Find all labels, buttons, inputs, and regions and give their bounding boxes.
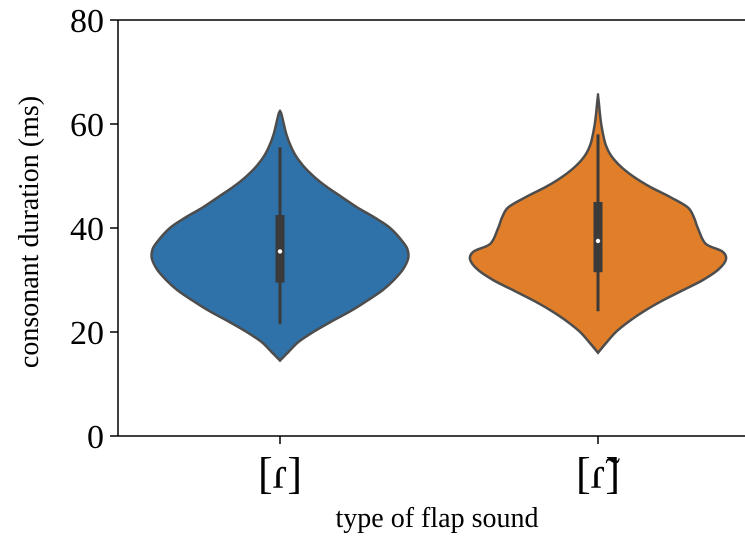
- x-ticks: [ɾ] [ɾ̃]: [258, 436, 620, 498]
- violin-median: [277, 249, 283, 254]
- x-axis-title: type of flap sound: [336, 503, 539, 534]
- x-category-label: [ɾ]: [258, 449, 302, 498]
- y-tick-label: 0: [87, 419, 104, 456]
- y-tick-label: 20: [70, 315, 104, 352]
- y-tick-label: 60: [70, 107, 104, 144]
- violin-iqr-box: [593, 202, 603, 273]
- y-ticks: 0 20 40 60 80: [70, 3, 118, 456]
- x-category-label: [ɾ̃]: [576, 449, 620, 498]
- violin-median: [595, 238, 601, 244]
- y-tick-label: 80: [70, 3, 104, 40]
- y-tick-label: 40: [70, 211, 104, 248]
- y-axis-title: consonant duration (ms): [14, 96, 45, 368]
- violin-iqr-box: [275, 215, 285, 283]
- violins: [150, 93, 728, 363]
